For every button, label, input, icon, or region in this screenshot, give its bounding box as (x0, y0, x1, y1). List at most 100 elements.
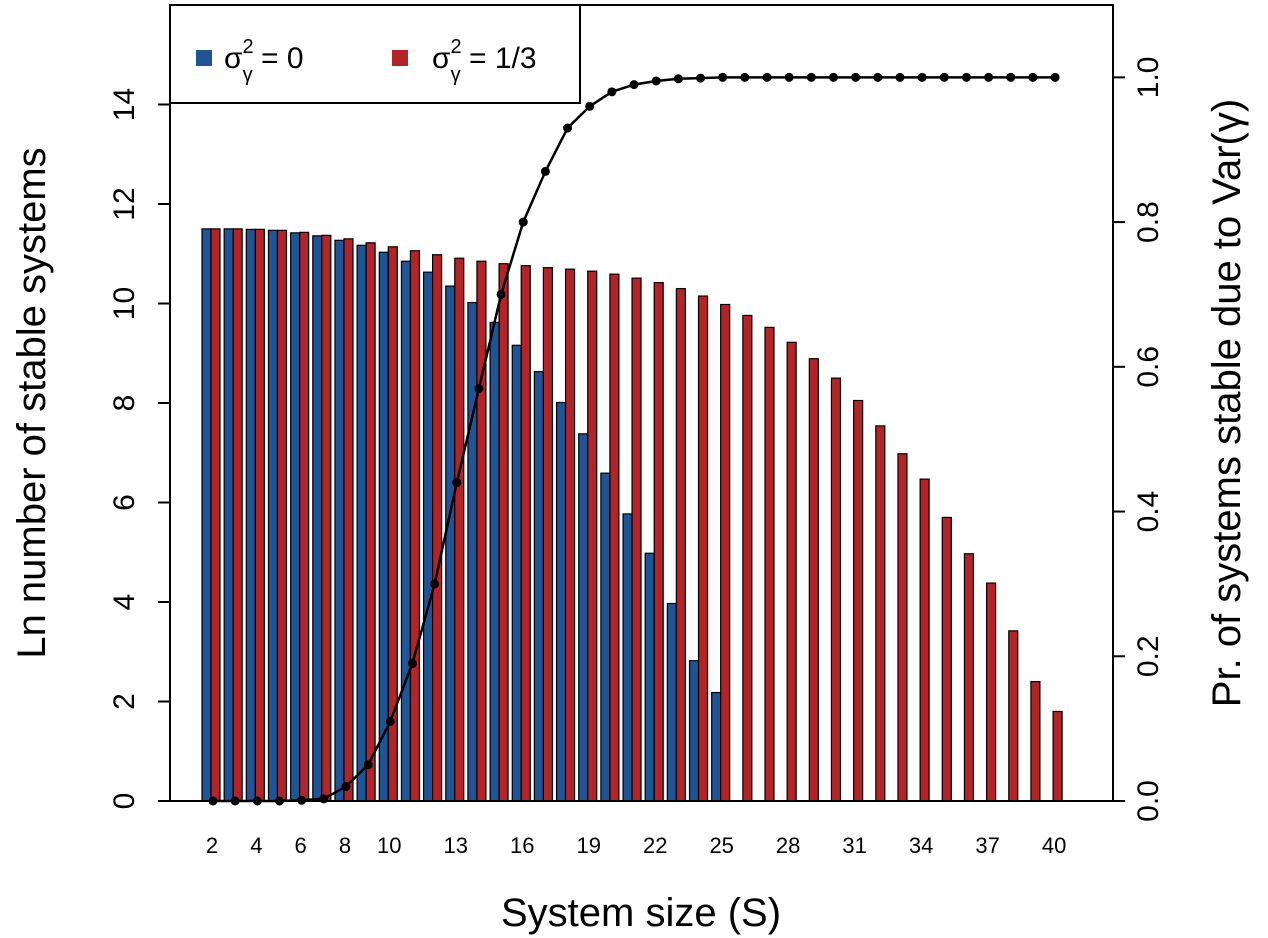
probability-point (629, 80, 639, 90)
bar-series-b (232, 228, 243, 802)
x-tick-label: 37 (975, 833, 999, 858)
bar-series-b (897, 453, 908, 802)
bar-series-b (299, 231, 310, 802)
y-right-tick-label: 0.0 (1132, 780, 1165, 822)
bar-series-b (498, 263, 509, 802)
probability-point (496, 289, 506, 299)
bar-series-a (290, 232, 301, 802)
probability-point (651, 76, 661, 86)
bar-series-b (742, 314, 753, 802)
bar-series-a (622, 513, 633, 802)
bar-series-a (511, 344, 522, 802)
x-tick-label: 25 (709, 833, 733, 858)
probability-point (961, 72, 971, 82)
probability-point (1028, 72, 1038, 82)
y-left-tick-label: 2 (108, 693, 141, 710)
y-axis-right-title: Pr. of systems stable due to Var(γ) (1205, 99, 1249, 707)
probability-point (385, 716, 395, 726)
x-tick-label: 40 (1042, 833, 1066, 858)
bar-series-b (254, 228, 265, 802)
bar-series-a (666, 602, 677, 802)
x-tick-label: 4 (250, 833, 262, 858)
y-left-tick-label: 0 (108, 793, 141, 810)
bar-series-b (631, 277, 642, 802)
bar-series-a (644, 552, 655, 802)
y-left-tick-label: 6 (108, 494, 141, 511)
bars-layer (201, 228, 1063, 802)
bar-series-b (1030, 680, 1041, 802)
probability-point (430, 579, 440, 589)
x-tick-label: 28 (776, 833, 800, 858)
y-left-tick-label: 12 (108, 187, 141, 220)
probability-point (1050, 72, 1060, 82)
bar-series-b (830, 377, 842, 802)
y-left-tick-label: 10 (108, 287, 141, 320)
bar-series-b (764, 326, 775, 802)
y-right-tick-label: 0.6 (1132, 346, 1165, 388)
right-axis: 0.0 0.2 0.4 0.6 0.8 1.0 (1113, 57, 1165, 822)
bar-series-b (985, 582, 997, 802)
bar-series-b (276, 229, 288, 802)
bar-series-b (343, 238, 354, 802)
probability-point (341, 782, 351, 792)
probability-point (696, 73, 706, 83)
bar-series-a (223, 228, 234, 802)
probability-point (806, 72, 816, 82)
legend-swatch-series-b (392, 50, 408, 66)
probability-point (873, 72, 883, 82)
bar-series-b (321, 234, 332, 802)
x-axis-title: System size (S) (501, 891, 781, 935)
bar-series-b (675, 287, 686, 802)
probability-point (607, 87, 617, 97)
bar-series-a (711, 691, 722, 802)
bar-series-b (720, 303, 731, 802)
bar-series-b (210, 228, 221, 802)
x-tick-label: 34 (909, 833, 933, 858)
probability-point (895, 72, 905, 82)
bar-series-a (245, 228, 256, 802)
bar-series-a (555, 401, 567, 802)
x-tick-label: 2 (206, 833, 218, 858)
legend: σ2 γ = 0 σ2 γ = 1/3 (169, 4, 581, 104)
x-tick-label: 8 (339, 833, 351, 858)
probability-point (452, 478, 462, 488)
bar-series-a (423, 271, 434, 802)
probability-point (673, 74, 683, 84)
x-tick-label: 22 (643, 833, 667, 858)
legend-label-series-b: σ2 γ = 1/3 (432, 36, 537, 86)
bar-series-a (578, 433, 589, 802)
x-tick-label: 19 (576, 833, 600, 858)
bar-series-a (356, 244, 367, 802)
probability-point (762, 72, 772, 82)
probability-point (407, 659, 417, 669)
bar-series-b (432, 254, 443, 802)
bar-series-b (919, 478, 930, 802)
legend-swatch-series-a (196, 50, 212, 66)
probability-point (939, 72, 949, 82)
x-tick-label: 6 (295, 833, 307, 858)
bar-series-b (941, 516, 952, 802)
probability-point (851, 72, 861, 82)
bar-series-b (609, 273, 620, 802)
probability-point (363, 760, 373, 770)
bar-series-a (533, 371, 545, 802)
bar-series-b (1052, 710, 1063, 802)
bar-series-b (520, 265, 531, 802)
bar-series-b (365, 242, 376, 802)
bar-series-b (542, 267, 554, 802)
x-tick-label: 31 (842, 833, 866, 858)
y-right-tick-label: 0.4 (1132, 491, 1165, 533)
legend-label-series-a: σ2 γ = 0 (224, 36, 304, 86)
probability-point (740, 72, 750, 82)
bar-series-a (267, 229, 279, 802)
probability-point (563, 123, 573, 133)
bar-series-a (688, 660, 700, 802)
bar-series-b (454, 257, 465, 802)
bar-series-b (476, 260, 487, 802)
bar-series-b (786, 341, 797, 802)
bar-series-b (653, 282, 664, 802)
x-axis: 2 4 6 8 10 13 16 19 22 25 28 31 34 37 40 (206, 833, 1066, 858)
bar-series-a (489, 321, 500, 802)
probability-point (585, 101, 595, 111)
